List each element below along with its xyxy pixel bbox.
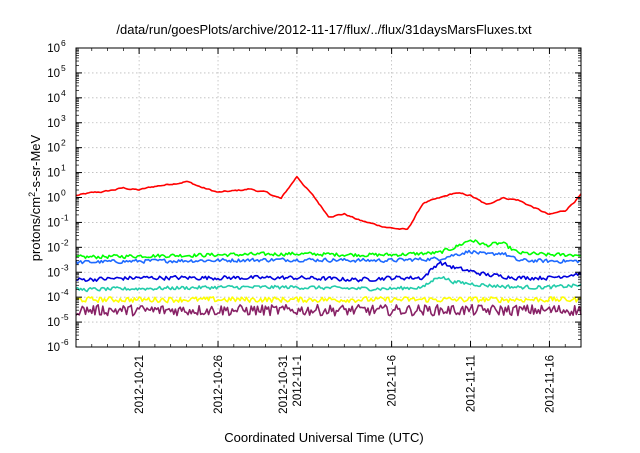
y-axis-label-pre: protons/cm [28,197,43,261]
x-tick-label: 2012-10-21 [134,355,146,414]
y-tick-label: 10 [47,292,60,304]
series-line-4 [75,260,582,283]
y-tick-exponent: -4 [61,287,69,297]
y-tick-exponent: -1 [61,212,69,222]
series-line-1 [75,175,582,231]
y-axis-label-sup: 2 [27,192,37,197]
y-tick-exponent: 3 [61,113,66,123]
y-tick-exponent: 4 [61,88,66,98]
y-tick-label: 10 [47,93,60,105]
x-axis-label: Coordinated Universal Time (UTC) [224,430,423,445]
y-tick-label: 10 [47,267,60,279]
x-tick-label: 2012-11-6 [387,355,399,407]
y-tick-exponent: -3 [61,262,69,272]
series-line-7 [75,303,582,317]
y-axis-label-post: -s-sr-MeV [28,134,43,191]
y-tick-label: 10 [47,168,60,180]
y-tick-exponent: -5 [61,312,69,322]
y-tick-exponent: 0 [61,188,66,198]
x-tick-label: 2012-10-31 [278,355,290,414]
y-tick-label: 10 [47,317,60,329]
x-tick-label: 2012-11-16 [544,355,556,413]
y-tick-exponent: 5 [61,63,66,73]
tick-layer: 10 -610 -510 -410 -310 -210 -110 010 110 210 310 41… [47,38,582,414]
y-axis-label: protons/cm2-s-sr-MeV [27,134,43,261]
series-line-2 [76,239,582,260]
y-tick-exponent: -2 [61,237,69,247]
series-line-6 [76,295,582,304]
y-tick-label: 10 [47,68,60,80]
y-tick-label: 10 [47,342,60,354]
x-tick-label: 2012-11-11 [466,355,478,412]
chart-title: /data/run/goesPlots/archive/2012-11-17/f… [116,22,532,37]
x-tick-label: 2012-10-26 [213,355,225,414]
y-tick-label: 10 [47,143,60,155]
x-tick-label: 2012-11-1 [292,355,304,407]
y-tick-label: 10 [47,118,60,130]
y-tick-exponent: 1 [61,163,66,173]
series-line-3 [75,249,582,265]
plot-frame [75,47,582,348]
grid-lines [76,48,581,347]
series-line-5 [75,275,582,293]
y-tick-label: 10 [47,217,60,229]
y-tick-label: 10 [47,242,60,254]
y-tick-label: 10 [47,193,60,205]
y-tick-exponent: -6 [61,337,69,347]
y-tick-label: 10 [47,43,60,55]
y-tick-exponent: 2 [61,138,66,148]
series-layer [75,175,582,317]
y-tick-exponent: 6 [61,38,66,48]
